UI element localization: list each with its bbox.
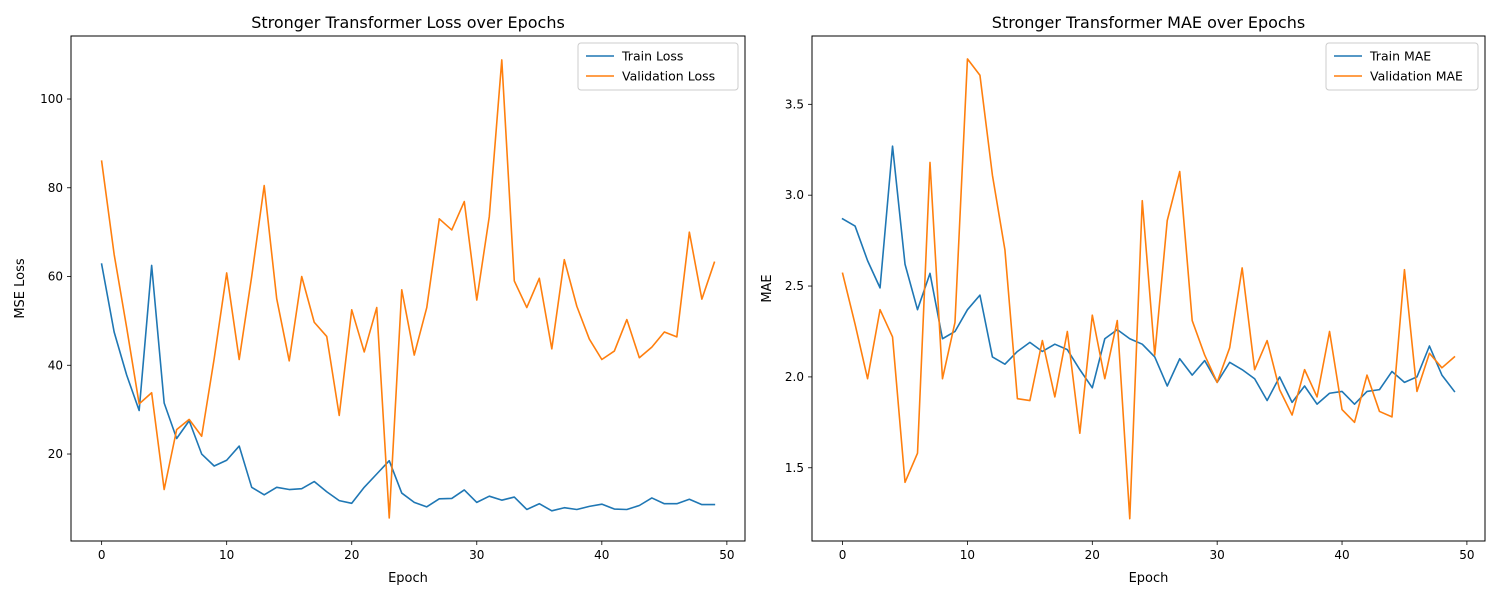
plot-frame [811, 35, 1486, 542]
x-tick-label: 40 [1334, 548, 1349, 562]
mae-chart: Stronger Transformer MAE over Epochs Epo… [760, 13, 1486, 586]
x-tick-label: 0 [98, 548, 106, 562]
y-tick-label: 3.5 [785, 97, 804, 111]
y-tick-label: 1.5 [785, 461, 804, 475]
legend-entry-train-loss: Train Loss [621, 49, 683, 64]
series-line-validation-mae [841, 58, 1456, 520]
series-lines [841, 58, 1456, 520]
y-tick-label: 40 [48, 358, 63, 372]
x-tick-label: 30 [469, 548, 484, 562]
legend-box [577, 42, 739, 91]
y-axis-label: MAE [760, 274, 775, 302]
x-tick-label: 30 [1210, 548, 1225, 562]
x-tick-label: 10 [960, 548, 975, 562]
chart-title: Stronger Transformer MAE over Epochs [992, 13, 1305, 32]
legend-box [1325, 42, 1479, 91]
x-tick-label: 50 [719, 548, 734, 562]
legend: Train Loss Validation Loss [577, 42, 739, 91]
x-tick-label: 40 [594, 548, 609, 562]
axis-ticks: 0 10 20 30 40 50 1.5 2.0 2.5 3.0 3.5 [785, 97, 1475, 562]
y-tick-label: 20 [48, 447, 63, 461]
x-tick-label: 20 [344, 548, 359, 562]
x-tick-label: 10 [219, 548, 234, 562]
legend-entry-train-mae: Train MAE [1369, 49, 1431, 64]
x-axis-label: Epoch [1129, 571, 1169, 586]
y-tick-label: 100 [40, 92, 63, 106]
y-tick-label: 60 [48, 270, 63, 284]
series-line-validation-loss [100, 59, 716, 519]
y-tick-label: 80 [48, 181, 63, 195]
plot-frame [70, 35, 746, 542]
series-line-train-loss [100, 263, 716, 512]
y-tick-label: 3.0 [785, 188, 804, 202]
x-axis-label: Epoch [388, 571, 428, 586]
x-tick-label: 50 [1459, 548, 1474, 562]
x-tick-label: 0 [839, 548, 847, 562]
y-tick-label: 2.0 [785, 370, 804, 384]
legend-entry-validation-mae: Validation MAE [1370, 69, 1463, 84]
y-tick-label: 2.5 [785, 279, 804, 293]
chart-title: Stronger Transformer Loss over Epochs [251, 13, 565, 32]
legend-entry-validation-loss: Validation Loss [622, 69, 715, 84]
x-tick-label: 20 [1085, 548, 1100, 562]
legend: Train MAE Validation MAE [1325, 42, 1479, 91]
series-lines [100, 59, 716, 519]
series-line-train-mae [841, 145, 1456, 405]
axis-ticks: 0 10 20 30 40 50 20 40 60 80 100 [40, 92, 734, 562]
y-axis-label: MSE Loss [13, 258, 28, 319]
loss-chart: Stronger Transformer Loss over Epochs Ep… [13, 13, 746, 586]
